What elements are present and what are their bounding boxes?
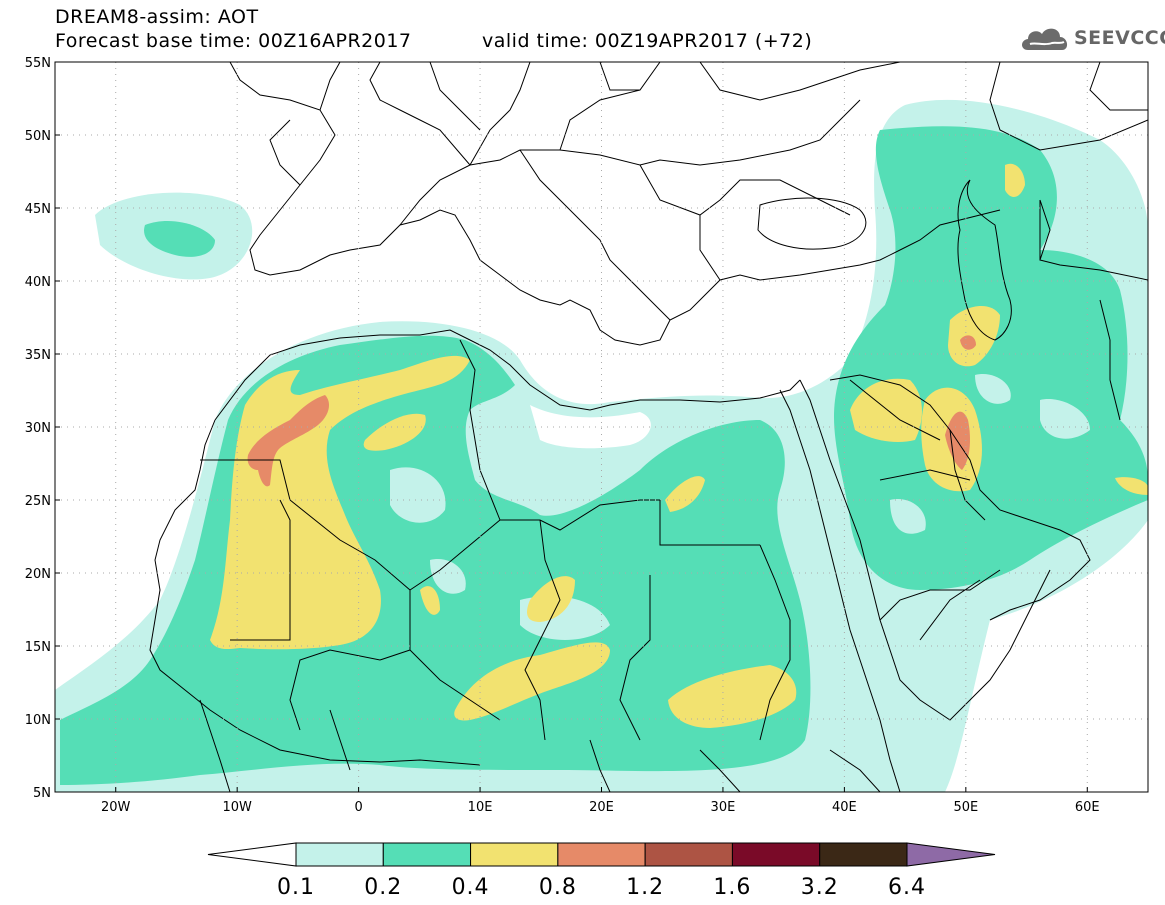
lon-label: 60E xyxy=(1075,800,1100,815)
lon-label: 30E xyxy=(711,800,736,815)
colorbar-label: 0.4 xyxy=(452,875,490,900)
lat-label: 20N xyxy=(25,567,51,582)
colorbar-label: 0.2 xyxy=(364,875,402,900)
longitude-axis: 20W 10W 0 10E 20E 30E 40E 50E 60E xyxy=(101,787,1100,815)
dotted-grid xyxy=(55,62,1148,792)
lon-label: 0 xyxy=(354,800,362,815)
colorbar-label: 1.2 xyxy=(626,875,664,900)
lat-label: 5N xyxy=(33,786,51,801)
lon-label: 20W xyxy=(101,800,131,815)
lon-label: 50E xyxy=(953,800,978,815)
map-title: DREAM8-assim: AOT xyxy=(55,6,259,28)
lat-label: 55N xyxy=(25,56,51,71)
lon-label: 10E xyxy=(468,800,493,815)
colorbar-segment xyxy=(295,842,384,867)
lat-label: 25N xyxy=(25,494,51,509)
latitude-axis: 55N 50N 45N 40N 35N 30N 25N 20N 15N 10N 5N xyxy=(25,56,60,801)
colorbar-label: 3.2 xyxy=(801,875,839,900)
colorbar-label: 6.4 xyxy=(888,875,926,900)
cloud-icon xyxy=(1022,28,1068,50)
lat-label: 15N xyxy=(25,640,51,655)
colorbar: 0.1 0.2 0.4 0.8 1.2 1.6 3.2 6.4 xyxy=(207,842,996,900)
colorbar-segment xyxy=(470,842,559,867)
lon-label: 20E xyxy=(589,800,614,815)
logo-text: SEEVCCC xyxy=(1074,27,1165,49)
seevccc-logo: SEEVCCC xyxy=(1018,22,1165,56)
colorbar-label: 0.1 xyxy=(277,875,315,900)
colorbar-segment xyxy=(819,842,908,867)
lat-label: 10N xyxy=(25,713,51,728)
lat-label: 35N xyxy=(25,348,51,363)
lat-label: 30N xyxy=(25,421,51,436)
lat-label: 50N xyxy=(25,129,51,144)
colorbar-label: 1.6 xyxy=(713,875,751,900)
lat-label: 45N xyxy=(25,202,51,217)
map-borders xyxy=(149,62,1148,792)
colorbar-segment xyxy=(557,842,646,867)
colorbar-segment xyxy=(382,842,472,867)
colorbar-low-arrow xyxy=(207,842,297,867)
colorbar-segment xyxy=(731,842,821,867)
colorbar-segment xyxy=(644,842,733,867)
lon-label: 10W xyxy=(222,800,252,815)
map-panel xyxy=(55,62,1148,792)
colorbar-high-arrow xyxy=(906,842,996,867)
forecast-base-time: Forecast base time: 00Z16APR2017 xyxy=(55,30,412,52)
lon-label: 40E xyxy=(832,800,857,815)
valid-time: valid time: 00Z19APR2017 (+72) xyxy=(482,30,813,52)
lat-label: 40N xyxy=(25,275,51,290)
colorbar-label: 0.8 xyxy=(539,875,577,900)
